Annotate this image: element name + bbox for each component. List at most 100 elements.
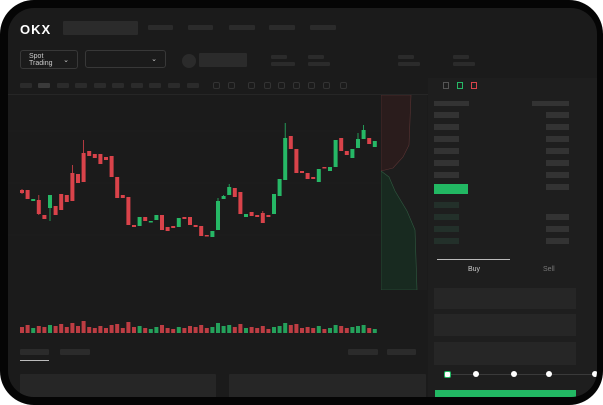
timeframe-button[interactable] (20, 83, 32, 88)
candle-up (316, 169, 321, 182)
chart-tool-icon[interactable] (308, 82, 315, 89)
volume-bar (221, 326, 226, 333)
volume-bar (148, 329, 153, 333)
total-input[interactable] (434, 342, 576, 365)
candle-down (288, 136, 293, 149)
candle-down (143, 217, 148, 221)
nav-item[interactable] (310, 25, 336, 30)
volume-bar (367, 328, 372, 333)
candle-down (171, 226, 176, 228)
timeframe-button[interactable] (187, 83, 199, 88)
ask-size (546, 112, 569, 118)
stat-label (398, 55, 414, 59)
market-select[interactable]: Spot Trading ⌄ (20, 50, 78, 69)
volume-bar (92, 328, 97, 333)
amount-slider[interactable] (445, 374, 595, 375)
orderbook-bids-icon[interactable] (457, 82, 463, 89)
volume-bar (120, 328, 125, 333)
candle-down (126, 197, 131, 225)
timeframe-button[interactable] (38, 83, 50, 88)
chart-tool-icon[interactable] (323, 82, 330, 89)
candle-down (311, 177, 316, 179)
filter-button[interactable] (348, 349, 378, 355)
slider-handle[interactable] (444, 371, 451, 378)
volume-bar (25, 325, 30, 333)
tab-buy[interactable]: Buy (468, 266, 481, 273)
candle-down (76, 174, 80, 183)
volume-bar (36, 326, 41, 333)
nav-item[interactable] (188, 25, 213, 30)
volume-bar (132, 327, 136, 333)
timeframe-button[interactable] (57, 83, 69, 88)
slider-stop[interactable] (511, 371, 517, 377)
chevron-down-icon: ⌄ (63, 56, 69, 64)
chart-tool-icon[interactable] (340, 82, 347, 89)
volume-bar (305, 327, 310, 333)
buy-button[interactable] (435, 390, 576, 397)
ask-price (434, 148, 459, 154)
candle-up (221, 196, 226, 199)
volume-bar (227, 325, 232, 333)
pair-select[interactable]: ⌄ (85, 50, 166, 68)
amount-input[interactable] (434, 314, 576, 336)
volume-bar (294, 324, 299, 333)
ask-size (546, 184, 569, 190)
nav-item[interactable] (269, 25, 295, 30)
candle-down (42, 215, 47, 219)
volume-bar (137, 326, 142, 333)
bid-price (434, 238, 459, 244)
ask-size (546, 124, 569, 130)
timeframe-button[interactable] (75, 83, 87, 88)
chart-tool-icon[interactable] (293, 82, 300, 89)
tab-open-orders[interactable] (20, 349, 49, 355)
chart-tool-icon[interactable] (213, 82, 220, 89)
volume-bar (288, 325, 293, 333)
candle-up (333, 140, 338, 167)
orderbook-both-icon[interactable] (443, 82, 449, 89)
candle-down (25, 190, 30, 199)
volume-bar (322, 329, 327, 333)
stat-value (398, 62, 420, 66)
volume-bar (53, 326, 58, 333)
search-bar[interactable] (63, 21, 138, 35)
slider-stop[interactable] (546, 371, 552, 377)
timeframe-button[interactable] (94, 83, 106, 88)
timeframe-button[interactable] (131, 83, 143, 88)
volume-bar (244, 328, 248, 333)
nav-item[interactable] (148, 25, 173, 30)
orderbook-header (434, 101, 469, 106)
candle-up (154, 215, 159, 220)
volume-bar (249, 327, 254, 333)
ask-price (434, 136, 459, 142)
volume-bar (333, 325, 338, 333)
candle-up (372, 141, 377, 147)
tab-order-history[interactable] (60, 349, 90, 355)
candle-down (165, 227, 170, 231)
candle-up (283, 138, 288, 180)
candle-down (20, 190, 24, 193)
bid-size (546, 214, 569, 220)
orderbook-asks-icon[interactable] (471, 82, 477, 89)
candle-up (361, 130, 366, 139)
chart-tool-icon[interactable] (264, 82, 271, 89)
timeframe-button[interactable] (112, 83, 124, 88)
nav-item[interactable] (229, 25, 255, 30)
slider-stop[interactable] (473, 371, 479, 377)
candle-down (188, 217, 192, 225)
candle-up (272, 194, 276, 214)
filter-button[interactable] (387, 349, 416, 355)
chart-tool-icon[interactable] (248, 82, 255, 89)
timeframe-button[interactable] (168, 83, 180, 88)
candlestick-chart[interactable] (8, 95, 428, 340)
bid-size (546, 238, 569, 244)
chart-tool-icon[interactable] (228, 82, 235, 89)
volume-bar (64, 327, 69, 333)
slider-stop[interactable] (592, 371, 597, 377)
price-input[interactable] (434, 288, 576, 309)
ask-size (546, 148, 569, 154)
timeframe-button[interactable] (149, 83, 161, 88)
tab-sell[interactable]: Sell (543, 266, 555, 273)
volume-bar (255, 328, 260, 333)
candle-down (98, 154, 103, 164)
chart-tool-icon[interactable] (278, 82, 285, 89)
